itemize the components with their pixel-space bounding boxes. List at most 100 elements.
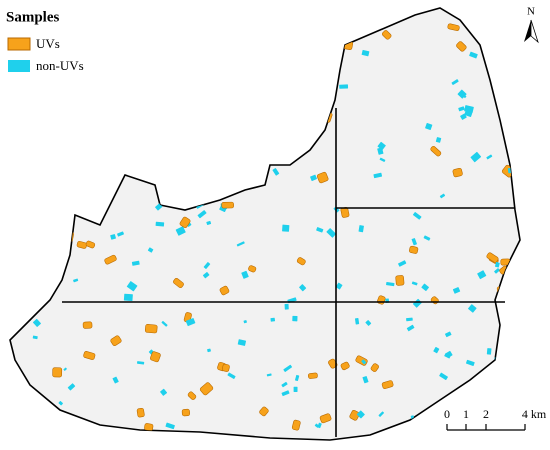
non-uv-patch <box>423 235 431 241</box>
non-uv-patch <box>316 227 324 233</box>
non-uv-patch <box>468 304 477 313</box>
non-uv-patch <box>451 79 459 85</box>
non-uv-patch <box>208 20 215 29</box>
non-uv-patch <box>362 376 369 384</box>
zone-dividers <box>62 108 515 437</box>
non-uv-patch <box>378 411 384 417</box>
scale-label: 1 <box>463 407 469 421</box>
non-uv-patch <box>63 126 72 133</box>
non-uv-patch <box>379 157 386 162</box>
uv-patch <box>319 413 332 424</box>
non-uv-patch <box>82 422 92 431</box>
non-uv-patch <box>411 238 417 246</box>
uv-patch <box>297 101 309 109</box>
non-uv-patch <box>469 51 478 59</box>
non-uv-patch <box>339 84 349 89</box>
uv-patch <box>144 324 158 334</box>
non-uv-patch <box>215 148 226 158</box>
non-uv-patch <box>459 91 467 98</box>
scale-label: 0 <box>444 407 450 421</box>
non-uv-patch <box>160 388 168 396</box>
uv-patch <box>136 407 145 418</box>
non-uv-patch <box>135 46 141 54</box>
non-uv-patch <box>108 152 117 159</box>
non-uv-patch <box>276 119 286 129</box>
non-uv-patch <box>19 217 24 223</box>
non-uv-patch <box>31 398 41 404</box>
uv-patch <box>82 321 93 329</box>
non-uv-patch <box>204 85 210 92</box>
non-uv-patch <box>41 79 50 87</box>
uv-patch <box>194 186 206 197</box>
non-uv-patch <box>107 161 118 169</box>
non-uv-patch <box>317 85 326 93</box>
non-uv-patch <box>206 20 216 29</box>
non-uv-patch <box>475 392 481 398</box>
non-uv-patch <box>175 226 186 236</box>
non-uv-patch <box>293 386 298 393</box>
non-uv-patch <box>236 241 245 247</box>
non-uv-patch <box>237 339 246 346</box>
non-uv-patch <box>320 37 325 44</box>
non-uv-patch <box>283 364 293 372</box>
non-uv-patch <box>310 174 317 182</box>
non-uv-patch <box>284 303 289 310</box>
non-uv-patch <box>435 137 442 143</box>
non-uv-patch <box>361 49 370 57</box>
uv-patch <box>59 201 73 214</box>
non-uv-patch <box>365 320 372 326</box>
non-uv-patch <box>439 372 448 381</box>
non-uv-patch <box>21 248 28 255</box>
legend-label: UVs <box>36 36 60 51</box>
non-uv-patch <box>192 125 201 133</box>
uv-patch <box>76 240 88 249</box>
non-uv-patch <box>266 373 272 377</box>
uv-patch <box>252 121 264 133</box>
uv-patch <box>145 43 154 54</box>
non-uv-patch <box>464 105 474 114</box>
non-uv-patch <box>356 437 363 440</box>
uv-patch <box>316 171 329 184</box>
non-uv-patch <box>68 80 76 87</box>
non-uv-patch <box>373 172 383 179</box>
study-area <box>9 7 521 441</box>
non-uv-patch <box>270 152 275 157</box>
non-uv-patch <box>354 318 360 325</box>
non-uv-patch <box>217 97 226 106</box>
uv-patch <box>254 27 264 39</box>
non-uv-patch <box>23 178 33 183</box>
non-uv-patch <box>425 122 433 130</box>
uv-patch <box>199 382 214 396</box>
uv-patch <box>447 23 460 31</box>
non-uv-patch <box>314 423 320 428</box>
non-uv-patch <box>475 376 482 383</box>
non-uv-patch <box>486 348 492 355</box>
legend-title: Samples <box>6 9 60 25</box>
non-uv-patch <box>123 293 133 302</box>
non-uv-patch <box>99 188 106 196</box>
non-uv-patch <box>175 94 180 101</box>
uv-patch <box>29 418 42 427</box>
non-uv-patch <box>229 173 234 177</box>
non-uv-patch <box>270 66 279 70</box>
non-uv-patch <box>154 62 163 68</box>
non-uv-patch <box>207 348 211 353</box>
uv-patch <box>491 371 502 381</box>
non-uv-patch <box>412 212 422 220</box>
non-uv-patch <box>281 44 288 51</box>
non-uv-patch <box>398 260 407 267</box>
non-uv-patch <box>477 28 484 33</box>
uv-patch <box>150 72 162 82</box>
uv-patch <box>219 285 230 296</box>
north-label: N <box>527 6 535 18</box>
non-uv-patch <box>148 84 155 93</box>
uv-patch <box>110 335 122 347</box>
uv-patch <box>395 275 405 286</box>
uv-patch <box>48 142 58 150</box>
non-uv-patch <box>231 95 241 104</box>
non-uv-patch <box>397 428 404 433</box>
non-uv-patch <box>272 168 280 176</box>
non-uv-patch <box>457 392 467 399</box>
scale-bar <box>446 424 526 431</box>
non-uv-patch <box>174 129 184 136</box>
